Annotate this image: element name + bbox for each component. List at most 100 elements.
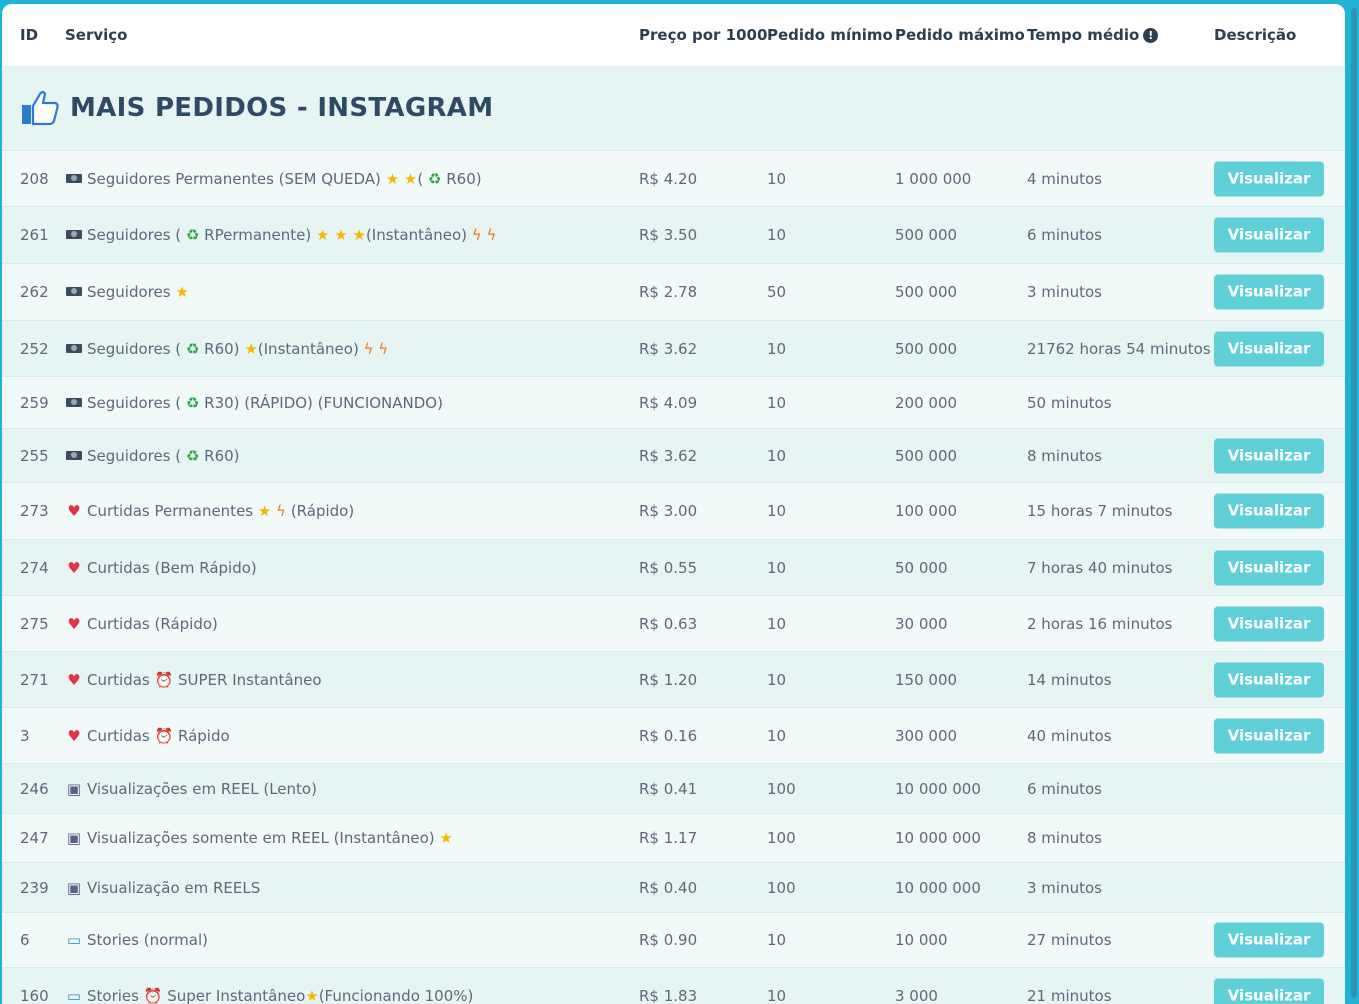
recycle-icon: ♻ bbox=[186, 226, 199, 244]
heart-icon: ♥ bbox=[65, 615, 83, 633]
header-service[interactable]: Serviço bbox=[65, 26, 128, 44]
cell-id: 261 bbox=[20, 226, 49, 244]
cell-service: ♥Curtidas (Rápido) bbox=[65, 615, 218, 633]
visualizar-button[interactable]: Visualizar bbox=[1214, 438, 1324, 473]
services-table: ID Serviço Preço por 1000 Pedido mínimo … bbox=[2, 4, 1345, 1004]
recycle-icon: ♻ bbox=[186, 340, 199, 358]
lightning-icon: ϟ bbox=[472, 226, 482, 244]
table-row: 246▣Visualizações em REEL (Lento)R$ 0.41… bbox=[2, 763, 1345, 813]
cell-desc: Visualizar bbox=[1214, 275, 1324, 310]
visualizar-button[interactable]: Visualizar bbox=[1214, 606, 1324, 641]
visualizar-button[interactable]: Visualizar bbox=[1214, 275, 1324, 310]
cell-max: 10 000 000 bbox=[895, 829, 981, 847]
star-icon: ★ bbox=[404, 170, 417, 188]
cell-price: R$ 4.20 bbox=[639, 170, 697, 188]
cell-id: 274 bbox=[20, 559, 49, 577]
service-name-part: Stories bbox=[87, 987, 139, 1004]
service-name-part: Stories (normal) bbox=[87, 931, 208, 949]
header-max[interactable]: Pedido máximo bbox=[895, 26, 1025, 44]
cell-min: 10 bbox=[767, 987, 786, 1004]
cell-id: 246 bbox=[20, 780, 49, 798]
cell-max: 150 000 bbox=[895, 671, 957, 689]
cell-service: Seguidores ( ♻ RPermanente) ★ ★ ★(Instan… bbox=[65, 226, 496, 244]
cell-price: R$ 1.20 bbox=[639, 671, 697, 689]
service-name-part: Rápido bbox=[178, 727, 230, 745]
visualizar-button[interactable]: Visualizar bbox=[1214, 923, 1324, 958]
cell-time: 6 minutos bbox=[1027, 780, 1102, 798]
visualizar-button[interactable]: Visualizar bbox=[1214, 494, 1324, 529]
service-name-part: R60) bbox=[204, 447, 239, 465]
cell-desc: Visualizar bbox=[1214, 662, 1324, 697]
category-header: MAIS PEDIDOS - INSTAGRAM bbox=[2, 66, 1345, 150]
cell-price: R$ 1.83 bbox=[639, 987, 697, 1004]
service-name-part: Visualizações em REEL (Lento) bbox=[87, 780, 317, 798]
cell-desc: Visualizar bbox=[1214, 550, 1324, 585]
visualizar-button[interactable]: Visualizar bbox=[1214, 662, 1324, 697]
cell-desc: Visualizar bbox=[1214, 438, 1324, 473]
cell-time: 27 minutos bbox=[1027, 931, 1112, 949]
cell-desc: Visualizar bbox=[1214, 218, 1324, 253]
cell-service: ♥Curtidas Permanentes ★ ϟ (Rápido) bbox=[65, 502, 354, 520]
lightning-icon: ϟ bbox=[276, 502, 286, 520]
cell-time: 15 horas 7 minutos bbox=[1027, 502, 1172, 520]
service-name-part: R30) (RÁPIDO) (FUNCIONANDO) bbox=[204, 394, 443, 412]
camera-icon bbox=[65, 226, 83, 244]
cell-max: 10 000 000 bbox=[895, 780, 981, 798]
cell-price: R$ 0.90 bbox=[639, 931, 697, 949]
cell-min: 100 bbox=[767, 879, 796, 897]
header-desc: Descrição bbox=[1214, 26, 1296, 44]
service-name-part: Visualizações somente em REEL (Instantân… bbox=[87, 829, 435, 847]
header-min[interactable]: Pedido mínimo bbox=[767, 26, 893, 44]
cell-max: 500 000 bbox=[895, 226, 957, 244]
cell-service: ♥Curtidas ⏰ Rápido bbox=[65, 727, 230, 745]
cell-max: 10 000 bbox=[895, 931, 948, 949]
recycle-icon: ♻ bbox=[428, 170, 441, 188]
header-id[interactable]: ID bbox=[20, 26, 38, 44]
info-icon[interactable]: ! bbox=[1143, 28, 1158, 43]
cell-max: 1 000 000 bbox=[895, 170, 971, 188]
visualizar-button[interactable]: Visualizar bbox=[1214, 218, 1324, 253]
cell-price: R$ 3.62 bbox=[639, 447, 697, 465]
scrollbar[interactable] bbox=[1351, 8, 1357, 998]
cell-service: Seguidores Permanentes (SEM QUEDA) ★ ★( … bbox=[65, 170, 482, 188]
cell-max: 3 000 bbox=[895, 987, 938, 1004]
cell-min: 10 bbox=[767, 170, 786, 188]
cell-desc: Visualizar bbox=[1214, 494, 1324, 529]
cell-service: Seguidores ( ♻ R30) (RÁPIDO) (FUNCIONAND… bbox=[65, 394, 443, 412]
cell-time: 3 minutos bbox=[1027, 283, 1102, 301]
visualizar-button[interactable]: Visualizar bbox=[1214, 331, 1324, 366]
header-time-label: Tempo médio bbox=[1027, 26, 1139, 44]
cell-max: 500 000 bbox=[895, 340, 957, 358]
alarm-clock-icon: ⏰ bbox=[155, 727, 174, 745]
header-price[interactable]: Preço por 1000 bbox=[639, 26, 767, 44]
star-icon: ★ bbox=[334, 226, 347, 244]
camera-icon bbox=[65, 340, 83, 358]
cell-id: 255 bbox=[20, 447, 49, 465]
visualizar-button[interactable]: Visualizar bbox=[1214, 161, 1324, 196]
star-icon: ★ bbox=[439, 829, 452, 847]
cell-min: 100 bbox=[767, 780, 796, 798]
cell-min: 100 bbox=[767, 829, 796, 847]
visualizar-button[interactable]: Visualizar bbox=[1214, 718, 1324, 753]
service-name-part: (Instantâneo) bbox=[366, 226, 467, 244]
cell-min: 10 bbox=[767, 226, 786, 244]
star-icon: ★ bbox=[244, 340, 257, 358]
header-time[interactable]: Tempo médio! bbox=[1027, 26, 1158, 44]
service-name-part: Seguidores bbox=[87, 283, 171, 301]
service-name-part: Seguidores Permanentes (SEM QUEDA) bbox=[87, 170, 381, 188]
video-camera-icon: ▣ bbox=[65, 780, 83, 798]
thumbs-up-icon bbox=[20, 90, 60, 126]
camera-icon bbox=[65, 394, 83, 412]
cell-desc: Visualizar bbox=[1214, 978, 1324, 1004]
table-row: 247▣Visualizações somente em REEL (Insta… bbox=[2, 813, 1345, 862]
service-name-part: R60) bbox=[446, 170, 481, 188]
visualizar-button[interactable]: Visualizar bbox=[1214, 550, 1324, 585]
visualizar-button[interactable]: Visualizar bbox=[1214, 978, 1324, 1004]
cell-min: 50 bbox=[767, 283, 786, 301]
